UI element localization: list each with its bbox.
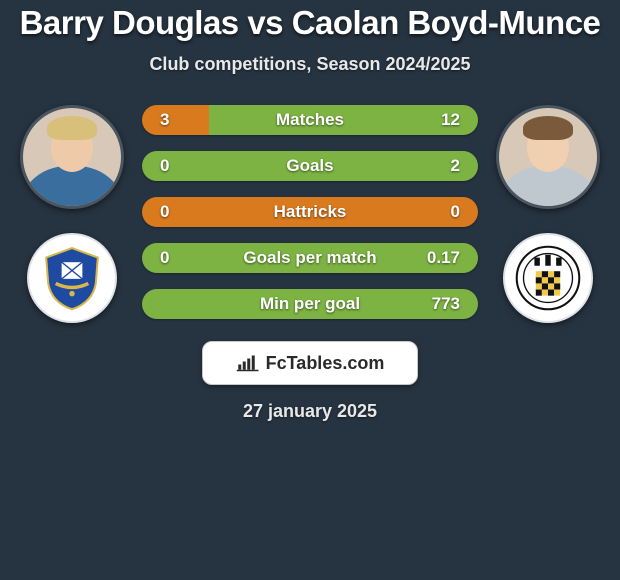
stat-left-value: 0 (160, 202, 200, 222)
right-column (496, 103, 600, 323)
stat-right-value: 0.17 (420, 248, 460, 268)
stat-bar: 0Hattricks0 (142, 197, 478, 227)
stat-bar: 0Goals per match0.17 (142, 243, 478, 273)
logo-text: FcTables.com (266, 353, 385, 374)
stat-left-value: 0 (160, 248, 200, 268)
comparison-row: 3Matches120Goals20Hattricks00Goals per m… (0, 103, 620, 323)
stat-label: Goals (200, 156, 420, 176)
left-column (20, 103, 124, 323)
stat-left-value: 3 (160, 110, 200, 130)
stat-label: Goals per match (200, 248, 420, 268)
stat-right-value: 773 (420, 294, 460, 314)
stat-bar: 0Goals2 (142, 151, 478, 181)
stat-bars: 3Matches120Goals20Hattricks00Goals per m… (142, 103, 478, 319)
stat-bar: 3Matches12 (142, 105, 478, 135)
stat-left-value: 0 (160, 156, 200, 176)
right-club-crest-icon (514, 244, 582, 312)
page-title: Barry Douglas vs Caolan Boyd-Munce (0, 4, 620, 42)
date-text: 27 january 2025 (0, 401, 620, 422)
left-club-badge (27, 233, 117, 323)
left-player-avatar (20, 105, 124, 209)
stat-bar: Min per goal773 (142, 289, 478, 319)
source-logo: FcTables.com (202, 341, 418, 385)
stat-label: Min per goal (200, 294, 420, 314)
bar-chart-icon (236, 353, 260, 373)
stat-label: Matches (200, 110, 420, 130)
subtitle: Club competitions, Season 2024/2025 (0, 54, 620, 75)
right-player-avatar (496, 105, 600, 209)
stat-label: Hattricks (200, 202, 420, 222)
stat-right-value: 12 (420, 110, 460, 130)
stat-right-value: 0 (420, 202, 460, 222)
stat-right-value: 2 (420, 156, 460, 176)
left-club-crest-icon (38, 244, 106, 312)
right-club-badge (503, 233, 593, 323)
